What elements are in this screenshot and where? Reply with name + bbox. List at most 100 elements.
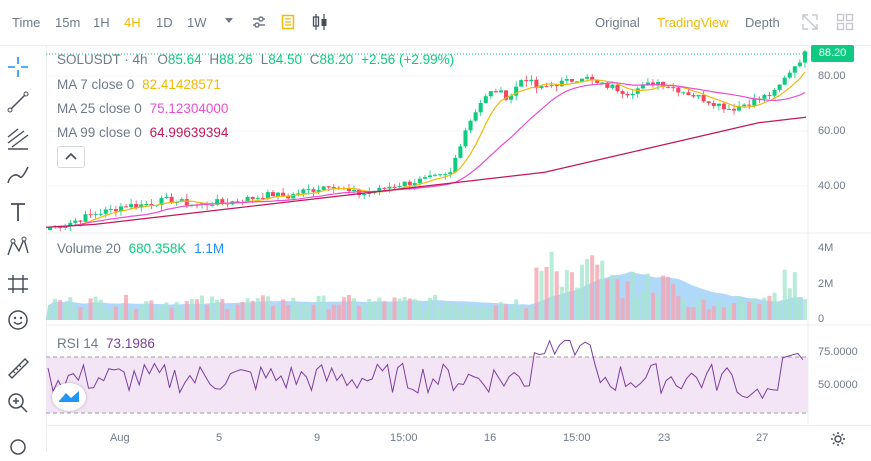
candle-body [721,103,726,110]
volume-bar [352,298,357,320]
interval-1w[interactable]: 1W [187,15,207,30]
collapse-legend-button[interactable] [57,146,85,168]
volume-bar [200,295,205,320]
interval-15m[interactable]: 15m [55,15,81,30]
chart-settings-gear-icon[interactable] [830,431,846,447]
rsi-label: RSI 14 [57,336,99,351]
volume-bar [377,297,382,320]
candle-body [407,181,412,185]
layout-grid-icon[interactable] [836,13,854,31]
candle-body [210,204,215,206]
candle-body [656,81,661,86]
candle-body [98,213,103,215]
pattern-icon[interactable] [4,233,32,261]
volume-bar [174,302,179,320]
volume-bar [164,302,169,320]
candle-body [514,86,519,96]
fullscreen-icon[interactable] [801,13,819,31]
volume-bar [721,307,726,320]
trend-line-icon[interactable] [4,88,32,116]
volume-bar [205,304,210,320]
interval-1d[interactable]: 1D [156,15,173,30]
candle-body [362,194,367,196]
candle-body [574,81,579,83]
volume-bar [341,297,346,320]
interval-4h[interactable]: 4H [124,15,141,30]
price-chart[interactable] [46,45,871,425]
candle-body [493,91,498,93]
candle-body [48,227,53,231]
candle-body [610,84,615,88]
volume-bar [595,264,600,320]
low-value: 84.50 [268,52,303,67]
zoom-in-icon[interactable] [4,389,32,417]
view-depth[interactable]: Depth [745,15,780,30]
candle-body [296,193,301,195]
candle-body [787,72,792,78]
candle-body [392,186,397,188]
volume-bar [585,258,590,320]
interval-1h[interactable]: 1H [93,15,110,30]
candle-type-icon[interactable] [312,13,328,31]
volume-bar [260,295,265,320]
ruler-icon[interactable] [4,354,32,382]
volume-bar [539,270,544,320]
rsi-band [46,357,808,413]
volume-bar [625,281,630,320]
candle-body [453,157,458,173]
candle-body [306,189,311,191]
candle-body [747,104,752,106]
indicator-book-icon[interactable] [281,14,295,30]
volume-bar [346,295,351,320]
view-tradingview[interactable]: TradingView [657,15,729,30]
candle-body [742,104,747,107]
volume-ma-value: 1.1M [194,241,225,256]
volume-bar [635,296,640,320]
volume-axis-label: 0 [818,313,825,325]
crosshair-icon[interactable] [4,53,32,81]
candle-body [554,85,559,87]
fib-channel-icon[interactable] [4,125,32,153]
time-axis[interactable]: Aug 5 9 15:00 16 15:00 23 27 [46,425,871,453]
volume-bar [93,296,98,320]
interval-time[interactable]: Time [12,15,41,30]
volume-bar [169,307,174,320]
volume-bar [397,298,402,320]
volume-bar [463,304,468,320]
candle-body [473,112,478,121]
candle-body [524,80,529,82]
volume-bar [336,304,341,320]
candle-body [564,79,569,81]
ma99-legend: MA 99 close 0 64.99639394 [57,125,228,140]
volume-bar [509,307,514,320]
view-original[interactable]: Original [595,15,640,30]
candle-body [737,106,742,111]
settings-sliders-icon[interactable] [251,14,267,30]
volume-bar [129,308,134,320]
volume-bar [478,306,483,320]
tradingview-logo[interactable] [52,383,86,411]
candle-body [103,209,108,214]
rsi-axis-label: 75.0000 [818,346,858,358]
emoji-icon[interactable] [4,306,32,334]
candle-body [478,102,483,113]
candle-body [585,76,590,79]
text-tool-icon[interactable] [4,198,32,226]
magnet-icon[interactable] [4,433,32,461]
ma99-label: MA 99 close 0 [57,125,142,140]
volume-bar [650,292,655,320]
measure-icon[interactable] [4,270,32,298]
candle-body [118,206,123,212]
ma25-legend: MA 25 close 0 75.12304000 [57,101,228,116]
time-label: 27 [756,432,769,444]
tradingview-logo-icon [59,391,79,402]
volume-bar [144,301,149,320]
candle-body [468,120,473,131]
brush-icon[interactable] [4,161,32,189]
volume-bar [524,308,529,320]
chevron-down-icon[interactable] [224,17,234,25]
ma7-label: MA 7 close 0 [57,77,135,92]
last-price-tag: 88.20 [811,45,854,62]
volume-bar [88,298,93,320]
volume-bar [711,306,716,320]
